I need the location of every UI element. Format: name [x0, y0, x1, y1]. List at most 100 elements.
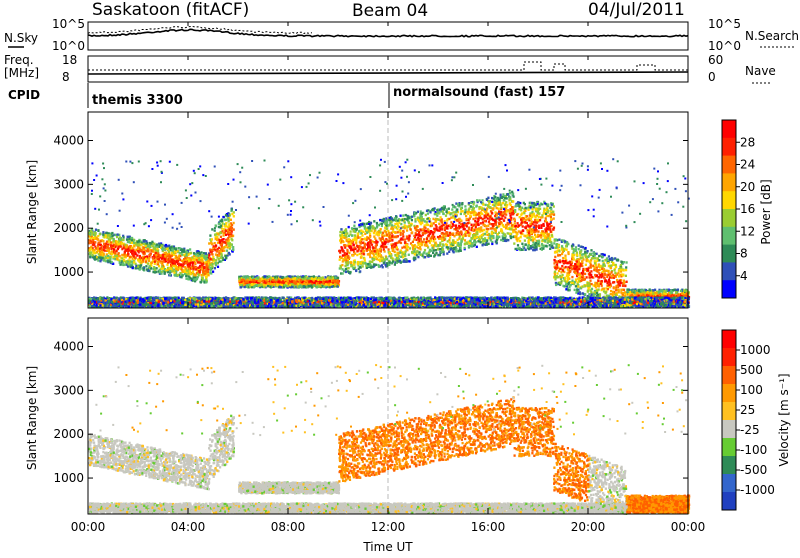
heatmap-cell: [449, 234, 451, 236]
heatmap-cell: [538, 207, 540, 209]
heatmap-cell: [313, 282, 315, 284]
heatmap-cell: [373, 220, 375, 222]
heatmap-cell: [400, 223, 402, 225]
heatmap-cell: [362, 250, 364, 252]
heatmap-cell: [500, 206, 502, 208]
heatmap-cell: [363, 223, 365, 225]
heatmap-cell: [171, 252, 173, 254]
heatmap-cell: [145, 265, 147, 267]
heatmap-cell: [314, 278, 316, 280]
heatmap-cell: [112, 245, 114, 247]
heatmap-cell: [501, 197, 503, 199]
heatmap-cell: [91, 231, 93, 233]
freq-left-tick-top: 18: [62, 53, 77, 67]
heatmap-cell: [546, 235, 548, 237]
heatmap-cell: [406, 235, 408, 237]
heatmap-cell: [424, 220, 426, 222]
heatmap-cell: [477, 220, 479, 222]
heatmap-cell: [135, 267, 137, 269]
heatmap-cell: [267, 285, 269, 287]
heatmap-cell: [448, 251, 450, 253]
heatmap-cell: [367, 253, 369, 255]
heatmap-cell: [360, 242, 362, 244]
heatmap-cell: [100, 253, 102, 255]
frequency-panel: Freq. [MHz] 18 8 60 0 Nave: [4, 53, 776, 84]
heatmap-cell: [381, 245, 383, 247]
heatmap-cell: [553, 227, 555, 229]
heatmap-cell: [419, 234, 421, 236]
heatmap-cell: [549, 223, 551, 225]
heatmap-cell: [297, 276, 299, 278]
heatmap-cell: [426, 210, 428, 212]
heatmap-cell: [388, 264, 390, 266]
heatmap-cell: [402, 235, 404, 237]
heatmap-cell: [404, 221, 406, 223]
heatmap-cell: [531, 221, 533, 223]
heatmap-cell: [403, 261, 405, 263]
heatmap-cell: [228, 223, 230, 225]
heatmap-cell: [385, 220, 387, 222]
heatmap-cell: [155, 252, 157, 254]
heatmap-cell: [308, 285, 310, 287]
heatmap-cell: [464, 239, 466, 241]
heatmap-cell: [542, 233, 544, 235]
heatmap-cell: [107, 260, 109, 262]
heatmap-cell: [153, 248, 155, 250]
heatmap-cell: [152, 257, 154, 259]
heatmap-cell: [193, 255, 195, 257]
heatmap-cell: [339, 259, 341, 261]
noise-panel: N.Sky 10^5 10^0 10^5 10^0 N.Search: [4, 17, 799, 53]
heatmap-cell: [473, 214, 475, 216]
heatmap-cell: [185, 254, 187, 256]
heatmap-cell: [466, 225, 468, 227]
heatmap-cell: [353, 246, 355, 248]
heatmap-cell: [460, 250, 462, 252]
heatmap-cell: [509, 198, 511, 200]
heatmap-cell: [143, 251, 145, 253]
heatmap-cell: [476, 199, 478, 201]
heatmap-cell: [543, 212, 545, 214]
heatmap-cell: [553, 205, 555, 207]
heatmap-cell: [194, 262, 196, 264]
power-heatmap-cells: [88, 112, 690, 309]
heatmap-cell: [137, 248, 139, 250]
heatmap-cell: [408, 222, 410, 224]
heatmap-cell: [506, 210, 508, 212]
heatmap-cell: [251, 284, 253, 286]
heatmap-cell: [101, 248, 103, 250]
heatmap-cell: [374, 237, 376, 239]
heatmap-cell: [460, 223, 462, 225]
heatmap-cell: [517, 248, 519, 250]
heatmap-cell: [245, 281, 247, 283]
heatmap-cell: [452, 206, 454, 208]
heatmap-cell: [174, 274, 176, 276]
heatmap-cell: [464, 228, 466, 230]
heatmap-cell: [540, 216, 542, 218]
heatmap-cell: [442, 243, 444, 245]
heatmap-cell: [197, 261, 199, 263]
heatmap-cell: [148, 260, 150, 262]
heatmap-cell: [405, 214, 407, 216]
heatmap-cell: [369, 236, 371, 238]
heatmap-cell: [500, 211, 502, 213]
heatmap-cell: [337, 282, 339, 284]
heatmap-cell: [342, 260, 344, 262]
heatmap-cell: [513, 242, 515, 244]
heatmap-cell: [257, 276, 259, 278]
heatmap-cell: [352, 254, 354, 256]
heatmap-cell: [172, 270, 174, 272]
heatmap-cell: [252, 277, 254, 279]
heatmap-cell: [160, 272, 162, 274]
heatmap-cell: [465, 208, 467, 210]
heatmap-cell: [520, 232, 522, 234]
heatmap-cell: [225, 257, 227, 259]
heatmap-cell: [221, 230, 223, 232]
heatmap-cell: [170, 246, 172, 248]
heatmap-cell: [423, 226, 425, 228]
heatmap-cell: [369, 261, 371, 263]
heatmap-cell: [365, 263, 367, 265]
heatmap-cell: [494, 196, 496, 198]
heatmap-cell: [339, 231, 341, 233]
heatmap-cell: [512, 213, 514, 215]
